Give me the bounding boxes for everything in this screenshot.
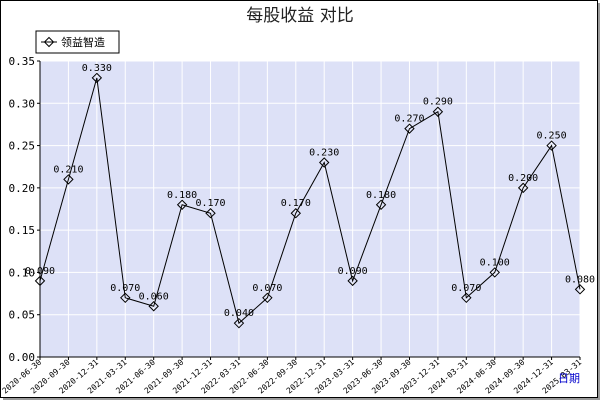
data-label: 0.180 bbox=[366, 190, 396, 201]
series-points bbox=[34, 72, 586, 329]
data-point-marker bbox=[91, 72, 103, 84]
data-label: 0.230 bbox=[309, 147, 339, 158]
data-point-marker bbox=[375, 199, 387, 210]
data-label: 0.060 bbox=[139, 291, 169, 302]
data-label: 0.330 bbox=[82, 63, 112, 74]
data-label: 0.290 bbox=[423, 97, 453, 108]
data-label: 0.070 bbox=[451, 283, 481, 294]
y-tick-label: 0.30 bbox=[9, 97, 36, 110]
y-tick-label: 0.20 bbox=[9, 182, 36, 195]
data-label: 0.070 bbox=[252, 283, 282, 294]
y-tick-label: 0.05 bbox=[9, 309, 36, 322]
data-label: 0.210 bbox=[53, 164, 83, 175]
data-point-marker bbox=[546, 140, 557, 151]
axes bbox=[39, 61, 580, 358]
data-label: 0.040 bbox=[224, 308, 254, 319]
y-tick-label: 0.35 bbox=[9, 55, 36, 68]
data-point-marker bbox=[233, 317, 245, 329]
x-axis-ticks: 2020-06-302020-09-302020-12-312021-03-31… bbox=[1, 357, 583, 395]
data-label: 0.170 bbox=[195, 198, 225, 209]
data-point-marker bbox=[176, 199, 188, 210]
data-label: 0.250 bbox=[537, 131, 567, 142]
data-point-marker bbox=[489, 267, 500, 278]
data-point-marker bbox=[432, 106, 444, 117]
x-axis-label: 日期 bbox=[558, 372, 580, 385]
data-label: 0.100 bbox=[480, 257, 510, 268]
data-point-marker bbox=[148, 301, 159, 312]
data-label: 0.070 bbox=[110, 283, 140, 294]
legend-diamond-icon bbox=[43, 36, 55, 48]
data-point-marker bbox=[517, 182, 529, 194]
y-tick-label: 0.10 bbox=[9, 266, 36, 279]
data-label: 0.090 bbox=[338, 266, 368, 277]
data-label: 0.270 bbox=[394, 114, 424, 125]
data-label: 0.080 bbox=[565, 274, 595, 285]
data-point-marker bbox=[205, 208, 216, 219]
legend-label: 领益智造 bbox=[61, 35, 105, 49]
series-line bbox=[39, 77, 581, 325]
y-axis-ticks: 0.00 0.05 0.10 0.15 0.20 0.25 0.30 0.35 bbox=[9, 55, 40, 364]
legend: 领益智造 bbox=[35, 30, 120, 54]
data-point-marker bbox=[319, 157, 330, 168]
data-point-marker bbox=[347, 275, 358, 287]
data-labels: 0.0900.2100.3300.0700.0600.1800.1700.040… bbox=[25, 63, 595, 319]
y-tick-label: 0.15 bbox=[9, 224, 36, 237]
data-point-marker bbox=[262, 292, 273, 304]
legend-box bbox=[35, 30, 120, 54]
y-tick-label: 0.00 bbox=[9, 351, 36, 364]
data-label: 0.090 bbox=[25, 266, 55, 277]
data-point-marker bbox=[290, 208, 301, 219]
data-label: 0.180 bbox=[167, 190, 197, 201]
data-point-marker bbox=[63, 174, 74, 185]
chart-title: 每股收益 对比 bbox=[246, 6, 353, 26]
data-point-marker bbox=[574, 284, 586, 295]
y-tick-label: 0.25 bbox=[9, 140, 36, 153]
data-point-marker bbox=[404, 123, 415, 134]
series-polyline bbox=[39, 77, 581, 325]
data-label: 0.170 bbox=[281, 198, 311, 209]
data-label: 0.200 bbox=[508, 173, 538, 184]
plot-area bbox=[40, 61, 580, 357]
data-point-marker bbox=[461, 292, 472, 304]
data-point-marker bbox=[120, 292, 131, 304]
data-point-marker bbox=[34, 275, 46, 287]
